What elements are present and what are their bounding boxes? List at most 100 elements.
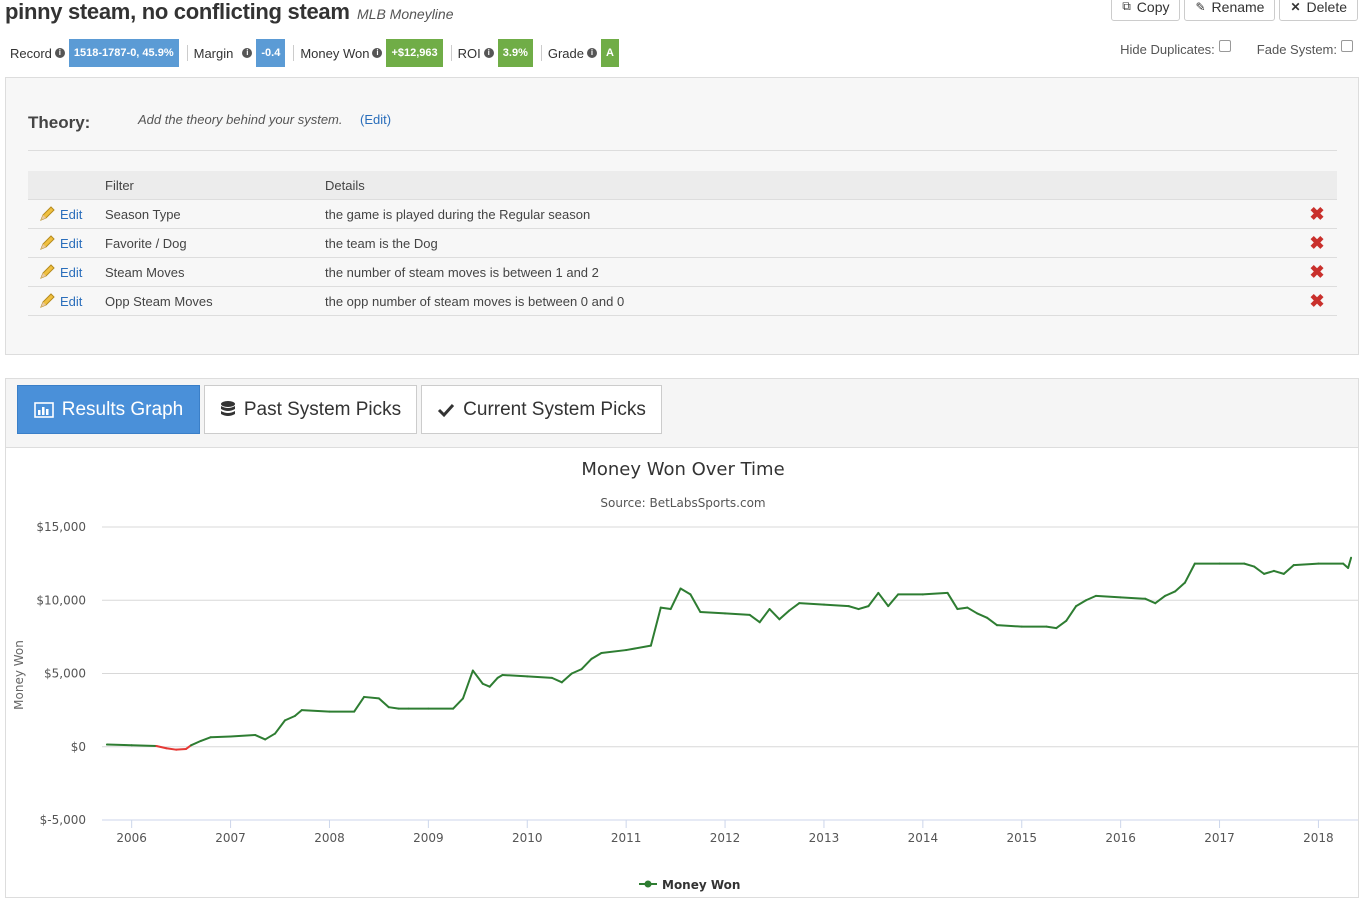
tab-past-system-picks[interactable]: Past System Picks <box>204 385 417 434</box>
series-line-segment <box>669 587 682 611</box>
info-icon[interactable]: i <box>372 48 383 58</box>
copy-icon: ⧉ <box>1122 0 1131 13</box>
series-line-segment <box>1164 590 1177 597</box>
divider <box>450 45 452 61</box>
edit-label: Edit <box>60 235 83 251</box>
margin-label: Margin i <box>194 46 253 61</box>
series-line-segment <box>758 608 771 624</box>
series-line-segment <box>264 732 277 741</box>
x-tick-label: 2017 <box>1204 831 1235 845</box>
series-line-segment <box>625 644 652 652</box>
remove-filter-button[interactable]: ✖ <box>1297 234 1337 252</box>
results-graph: Money Won Over Time Source: BetLabsSport… <box>6 449 1358 897</box>
page-header: pinny steam, no conflicting steam MLB Mo… <box>0 0 1363 75</box>
hide-duplicates-checkbox[interactable] <box>1218 39 1231 52</box>
info-icon[interactable]: i <box>242 48 253 58</box>
bar-chart-icon <box>33 401 54 418</box>
legend-marker <box>644 880 652 888</box>
info-icon[interactable]: i <box>54 48 65 58</box>
table-row: Edit Opp Steam Moves the opp number of s… <box>28 287 1337 316</box>
filter-details: the number of steam moves is between 1 a… <box>325 264 599 280</box>
table-row: Edit Season Type the game is played duri… <box>28 200 1337 229</box>
edit-filter-link[interactable]: Edit <box>28 205 105 223</box>
info-icon[interactable]: i <box>587 48 597 58</box>
series-line-segment <box>560 672 573 684</box>
series-line-segment <box>724 612 751 616</box>
results-panel: Results Graph Past System Picks Current … <box>5 378 1359 898</box>
fade-system-label: Fade System: <box>1256 42 1337 57</box>
series-line-segment <box>1347 556 1353 570</box>
rename-button[interactable]: ✎ Rename <box>1184 0 1276 21</box>
grade-badge: A <box>601 39 619 67</box>
money-won-badge: +$12,963 <box>386 39 443 67</box>
series-line-segment <box>185 744 193 750</box>
divider <box>293 45 295 61</box>
fade-system-checkbox[interactable] <box>1341 39 1353 52</box>
series-line-segment <box>877 591 890 608</box>
remove-icon: ✖ <box>1309 233 1325 253</box>
x-tick-label: 2007 <box>215 831 246 845</box>
remove-icon: ✖ <box>1309 291 1325 311</box>
y-axis-label: Money Won <box>12 640 26 710</box>
series-line-segment <box>274 719 286 735</box>
remove-filter-button[interactable]: ✖ <box>1297 263 1337 281</box>
system-title: pinny steam, no conflicting steam <box>5 0 350 24</box>
series-line-segment <box>377 697 390 709</box>
copy-button[interactable]: ⧉ Copy <box>1111 0 1181 21</box>
filter-details: the game is played during the Regular se… <box>325 206 591 222</box>
series-line-segment <box>986 616 999 627</box>
divider <box>186 45 188 61</box>
chart-subtitle: Source: BetLabsSports.com <box>600 496 765 510</box>
rename-button-label: Rename <box>1211 0 1265 15</box>
tab-current-system-picks[interactable]: Current System Picks <box>421 385 662 434</box>
y-tick-label: $10,000 <box>36 593 86 607</box>
series-line-segment <box>1094 594 1122 599</box>
edit-label: Edit <box>60 293 83 309</box>
series-line-segment <box>353 695 366 713</box>
x-tick-label: 2008 <box>314 831 345 845</box>
filters-table: Filter Details Edit Season Type the game… <box>28 171 1337 316</box>
results-tabs: Results Graph Past System Picks Current … <box>6 379 1358 448</box>
series-line-segment <box>996 624 1023 628</box>
y-axis: $-5,000 $0 $5,000 $10,000 $15,000 <box>36 520 86 827</box>
series-line-segment <box>526 675 553 679</box>
edit-filter-link[interactable]: Edit <box>28 234 105 252</box>
table-row: Edit Steam Moves the number of steam mov… <box>28 258 1337 287</box>
remove-filter-button[interactable]: ✖ <box>1297 292 1337 310</box>
edit-label: Edit <box>60 264 83 280</box>
series-line-segment <box>768 608 781 621</box>
details-column-header: Details <box>325 177 365 193</box>
remove-icon: ✖ <box>1309 204 1325 224</box>
series-line-segment <box>590 651 603 660</box>
delete-button[interactable]: ✕ Delete <box>1279 0 1358 21</box>
filter-column-header: Filter <box>105 177 134 193</box>
series-line-segment <box>501 673 529 678</box>
pencil-icon <box>40 293 55 308</box>
theory-panel: Theory: Add the theory behind your syste… <box>5 77 1359 355</box>
series-line-segment <box>1085 594 1097 602</box>
edit-label: Edit <box>60 206 83 222</box>
record-badge: 1518-1787-0, 45.9% <box>68 39 179 67</box>
x-tick-label: 2006 <box>116 831 147 845</box>
theory-edit-link[interactable]: (Edit) <box>360 112 392 127</box>
system-subtitle: MLB Moneyline <box>357 6 454 22</box>
filter-name: Season Type <box>105 206 181 222</box>
series-line-segment <box>679 587 692 596</box>
series-line-segment <box>976 612 989 619</box>
series-line-segment <box>847 605 860 611</box>
edit-filter-link[interactable]: Edit <box>28 263 105 281</box>
theory-text: Add the theory behind your system. <box>138 112 343 127</box>
series-line-segment <box>293 709 303 717</box>
info-icon[interactable]: i <box>483 48 494 58</box>
theory-label: Theory: <box>28 113 91 132</box>
x-tick-label: 2010 <box>512 831 543 845</box>
series-line-segment <box>570 668 583 675</box>
hide-duplicates-label: Hide Duplicates: <box>1120 42 1215 57</box>
series-line-segment <box>956 606 969 611</box>
edit-filter-link[interactable]: Edit <box>28 292 105 310</box>
chart-legend[interactable]: Money Won <box>639 878 740 892</box>
action-buttons: ⧉ Copy ✎ Rename ✕ Delete <box>1111 0 1358 21</box>
remove-filter-button[interactable]: ✖ <box>1297 205 1337 223</box>
tab-results-graph[interactable]: Results Graph <box>17 385 200 434</box>
database-icon <box>220 400 235 416</box>
